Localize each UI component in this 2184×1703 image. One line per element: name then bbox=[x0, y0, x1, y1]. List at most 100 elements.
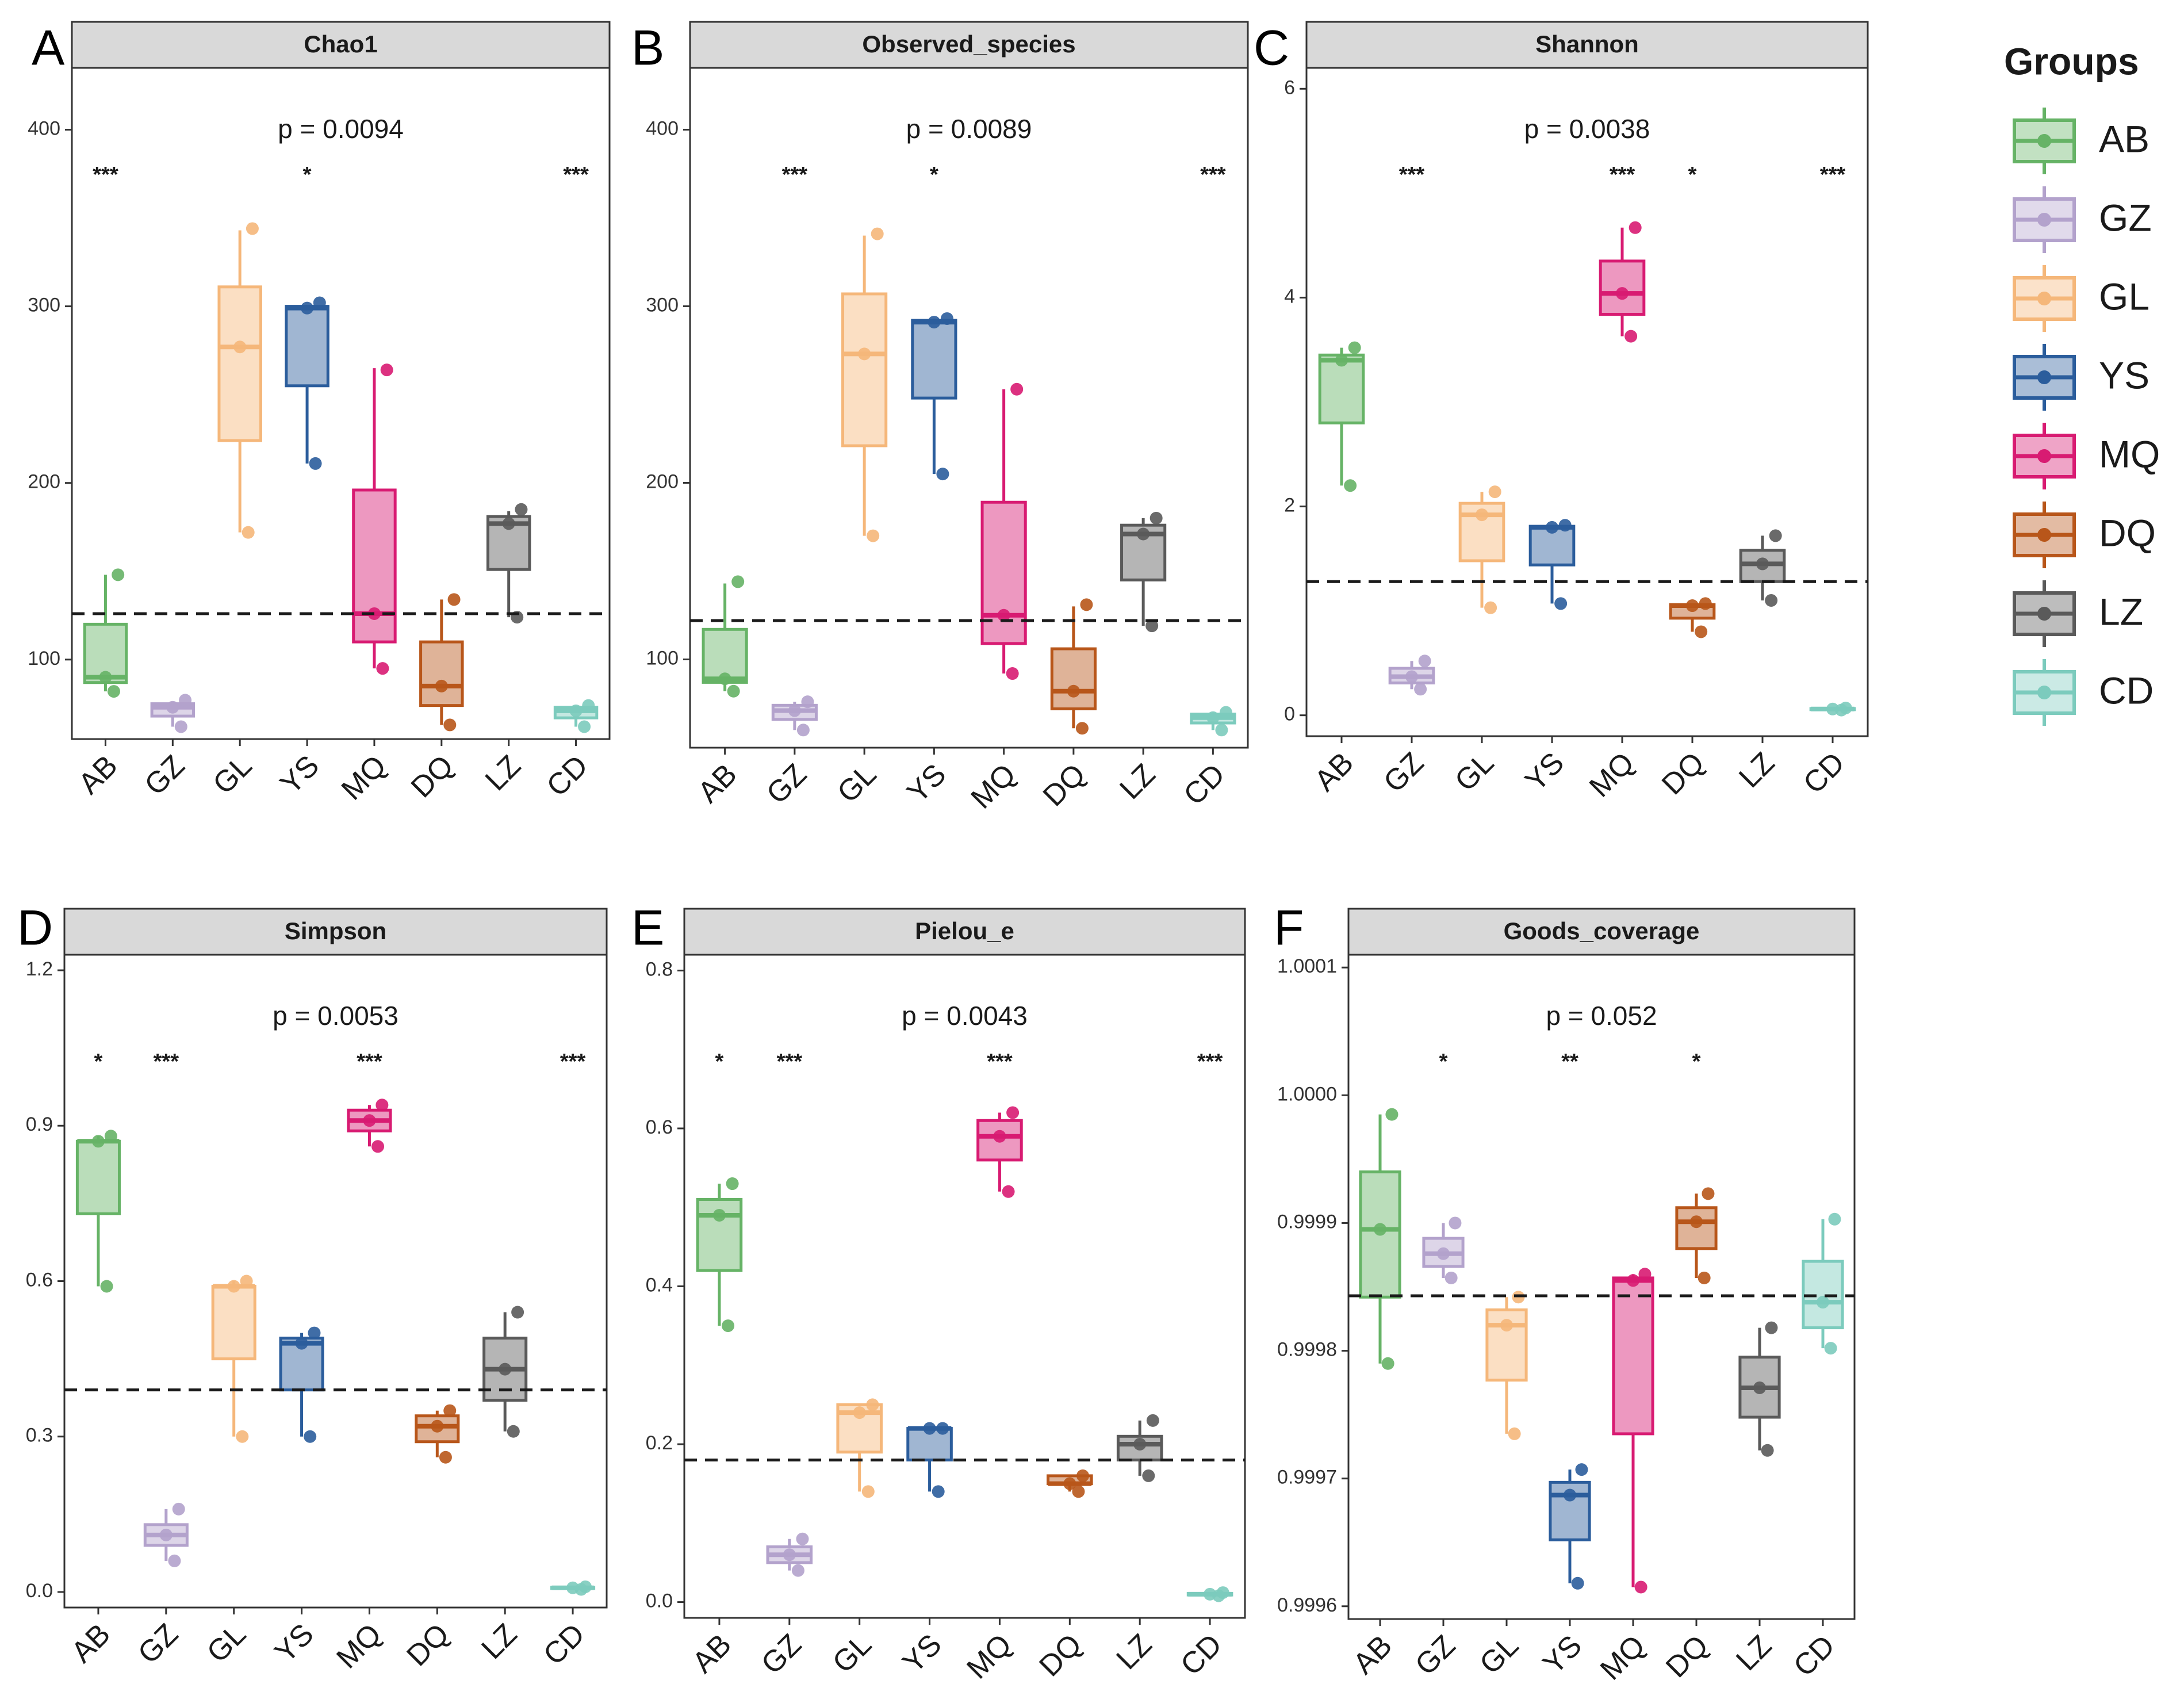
plot-frame bbox=[63, 954, 608, 1609]
box-body bbox=[419, 640, 464, 707]
y-tick-label: 0.4 bbox=[646, 1274, 673, 1296]
legend-label: MQ bbox=[2099, 433, 2160, 475]
box-gz bbox=[1388, 655, 1435, 696]
box-gl bbox=[1458, 485, 1505, 614]
data-point bbox=[1765, 594, 1778, 607]
x-tick-label: GL bbox=[1473, 1629, 1525, 1681]
data-point bbox=[1219, 706, 1232, 719]
box-cd bbox=[1802, 1212, 1844, 1355]
significance-label: ** bbox=[1561, 1050, 1578, 1074]
x-tick-label: YS bbox=[1537, 1629, 1588, 1681]
x-tick-label: MQ bbox=[1594, 1629, 1652, 1686]
x-tick-label: GL bbox=[206, 749, 258, 801]
data-point bbox=[1150, 511, 1163, 525]
data-point bbox=[1414, 683, 1427, 696]
x-tick-label: CD bbox=[1174, 1628, 1228, 1682]
data-point bbox=[1824, 1342, 1837, 1355]
data-point bbox=[1698, 1271, 1711, 1284]
box-cd bbox=[553, 699, 599, 733]
x-tick-label: YS bbox=[274, 749, 325, 801]
box-cd bbox=[1186, 1586, 1233, 1602]
x-tick-label: AB bbox=[686, 1628, 738, 1679]
x-axis: AB GZ GL YS MQ DQ LZ CD bbox=[65, 1608, 591, 1675]
box-gl bbox=[1485, 1291, 1528, 1440]
data-point bbox=[1006, 1106, 1020, 1119]
x-axis: AB GZ GL YS MQ DQ LZ CD bbox=[1308, 736, 1851, 803]
data-point bbox=[172, 1502, 185, 1516]
data-point bbox=[727, 684, 740, 698]
data-point bbox=[174, 720, 187, 733]
data-point bbox=[376, 1099, 389, 1112]
data-point bbox=[112, 568, 125, 581]
x-tick-label: YS bbox=[901, 757, 953, 809]
x-tick-label: CD bbox=[537, 1617, 591, 1671]
data-point bbox=[1072, 1485, 1085, 1498]
x-tick-label: MQ bbox=[330, 1617, 388, 1675]
legend-key-point bbox=[2037, 449, 2051, 463]
legend-label: LZ bbox=[2099, 590, 2143, 633]
box-body bbox=[1485, 1308, 1528, 1382]
box-mq bbox=[980, 382, 1027, 680]
box-lz bbox=[486, 503, 531, 624]
legend-item-gl: GL bbox=[2013, 265, 2149, 332]
significance-label: * bbox=[1439, 1050, 1448, 1074]
data-point bbox=[371, 1140, 385, 1153]
significance-label: * bbox=[1692, 1050, 1701, 1074]
box-lz bbox=[482, 1306, 528, 1438]
data-point bbox=[731, 575, 745, 588]
data-point bbox=[1769, 529, 1782, 542]
x-tick-label: CD bbox=[1797, 746, 1851, 800]
significance-label: *** bbox=[1399, 163, 1425, 187]
box-ab bbox=[702, 575, 748, 698]
data-point bbox=[566, 1581, 580, 1594]
panel-e: E Pielou_e 0.0 0.2 0.4 0.6 0.8 AB GZ GL YS MQ DQ LZ CD… bbox=[631, 901, 1246, 1685]
significance-label: *** bbox=[357, 1050, 382, 1074]
legend-item-dq: DQ bbox=[2013, 502, 2156, 568]
legend-item-ab: AB bbox=[2013, 108, 2149, 174]
legend-label: DQ bbox=[2099, 511, 2156, 554]
data-point bbox=[923, 1422, 936, 1435]
data-point bbox=[871, 227, 884, 240]
x-tick-label: LZ bbox=[1113, 757, 1162, 806]
box-lz bbox=[1120, 511, 1167, 633]
data-point bbox=[1702, 1187, 1715, 1200]
x-tick-label: DQ bbox=[1033, 1628, 1088, 1683]
x-tick-label: GL bbox=[201, 1617, 252, 1669]
data-point bbox=[1206, 711, 1220, 724]
data-point bbox=[1063, 1477, 1076, 1490]
x-axis: AB GZ GL YS MQ DQ LZ CD bbox=[72, 739, 595, 806]
x-tick-label: CD bbox=[1787, 1629, 1841, 1683]
data-point bbox=[801, 695, 814, 709]
panel-letter: D bbox=[17, 901, 53, 956]
legend-label: AB bbox=[2099, 117, 2149, 160]
box-dq bbox=[415, 1404, 460, 1464]
data-point bbox=[726, 1177, 739, 1191]
x-tick-label: GZ bbox=[138, 749, 191, 802]
box-ys bbox=[1528, 519, 1576, 610]
box-body bbox=[75, 1139, 121, 1215]
data-point bbox=[1344, 479, 1357, 492]
data-point bbox=[1418, 655, 1431, 668]
plot-frame bbox=[1347, 954, 1856, 1620]
x-tick-label: YS bbox=[896, 1628, 948, 1679]
data-point bbox=[227, 1280, 240, 1293]
data-point bbox=[100, 1280, 113, 1293]
significance-label: *** bbox=[563, 163, 589, 187]
legend-label: GZ bbox=[2099, 196, 2152, 239]
data-point bbox=[507, 1425, 520, 1438]
p-value-label: p = 0.0043 bbox=[902, 1001, 1028, 1031]
significance-label: * bbox=[94, 1050, 103, 1074]
significance-label: *** bbox=[987, 1050, 1013, 1074]
y-tick-label: 0.8 bbox=[646, 958, 673, 980]
data-point bbox=[1616, 287, 1629, 300]
data-point bbox=[1075, 722, 1089, 735]
y-tick-label: 6 bbox=[1284, 76, 1295, 98]
legend-key-point bbox=[2037, 607, 2051, 621]
data-point bbox=[1335, 354, 1348, 367]
data-point bbox=[718, 672, 731, 686]
y-tick-label: 100 bbox=[28, 648, 60, 669]
significance-label: *** bbox=[782, 163, 808, 187]
box-ab bbox=[1359, 1108, 1401, 1370]
y-tick-label: 0.2 bbox=[646, 1432, 673, 1454]
